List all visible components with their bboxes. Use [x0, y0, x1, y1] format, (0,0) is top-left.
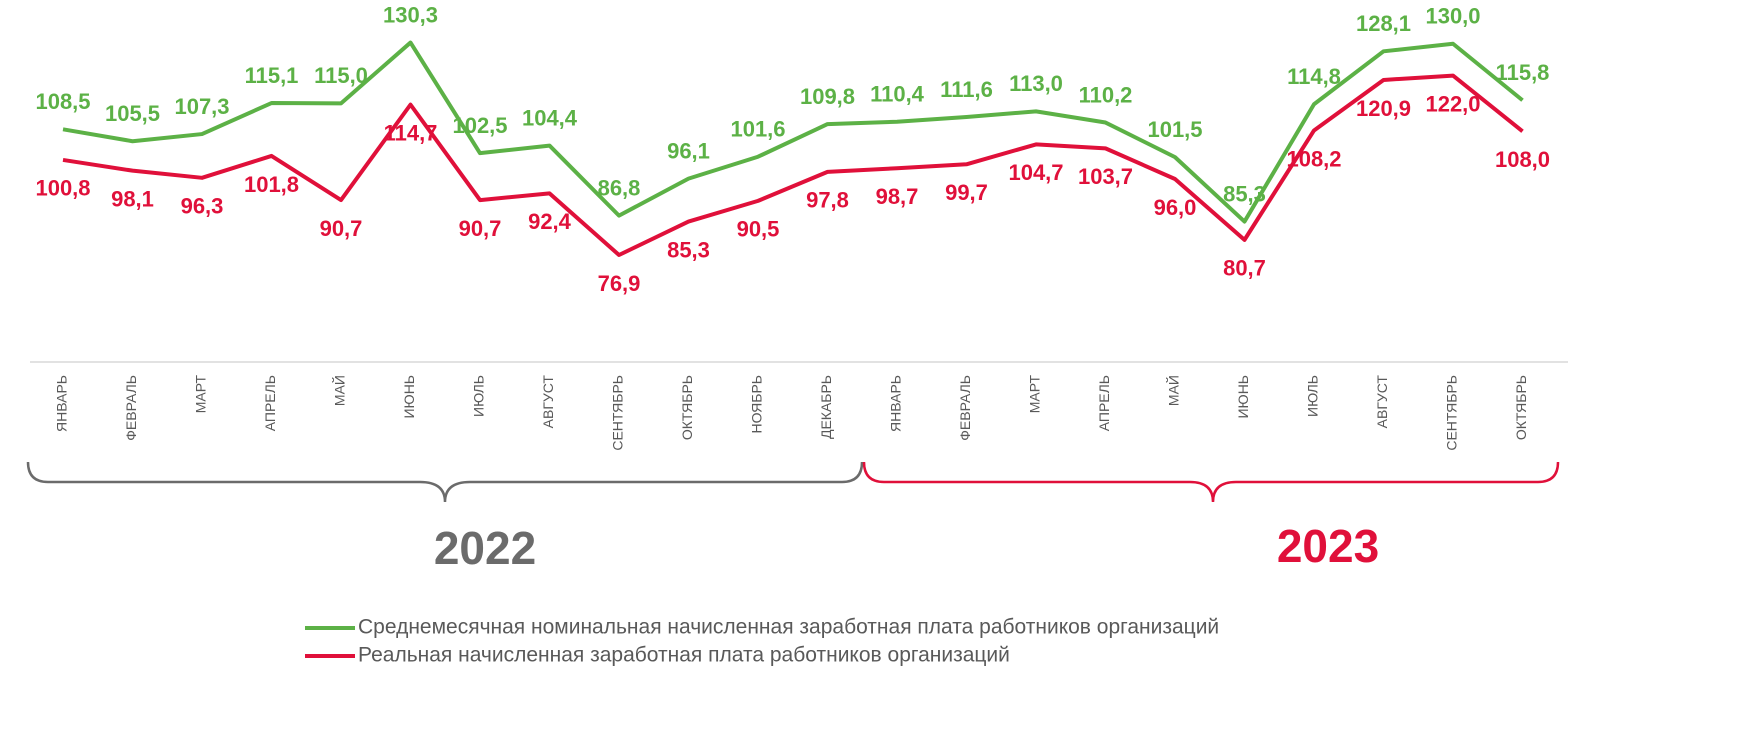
- data-label: 86,8: [598, 175, 641, 200]
- data-label: 120,9: [1356, 96, 1411, 121]
- data-label: 105,5: [105, 101, 160, 126]
- data-label: 101,6: [730, 117, 785, 142]
- data-label: 110,2: [1079, 82, 1133, 107]
- x-tick-label: АВГУСТ: [540, 375, 556, 429]
- data-label: 92,4: [528, 209, 572, 234]
- data-label: 115,0: [314, 63, 368, 88]
- data-label: 102,5: [452, 113, 507, 138]
- legend-label: Среднемесячная номинальная начисленная з…: [358, 616, 1219, 639]
- x-tick-label: МАРТ: [193, 375, 209, 414]
- data-label: 113,0: [1009, 71, 1063, 96]
- data-label: 85,3: [667, 237, 710, 262]
- data-label: 76,9: [598, 271, 641, 296]
- data-label: 114,8: [1287, 64, 1341, 89]
- x-tick-label: ИЮНЬ: [1235, 375, 1251, 419]
- data-label: 108,5: [35, 89, 90, 114]
- data-label: 109,8: [800, 84, 855, 109]
- data-label: 122,0: [1425, 91, 1480, 116]
- x-tick-label: ИЮЛЬ: [1305, 375, 1321, 417]
- x-tick-label: МАЙ: [1165, 375, 1182, 406]
- data-label: 96,3: [181, 194, 224, 219]
- data-label: 96,0: [1154, 195, 1197, 220]
- data-label: 111,6: [940, 77, 993, 102]
- data-label: 85,3: [1223, 181, 1266, 206]
- x-tick-label: ОКТЯБРЬ: [679, 375, 695, 440]
- data-label: 103,7: [1078, 164, 1133, 189]
- data-label: 130,3: [383, 2, 438, 27]
- data-label: 115,8: [1496, 60, 1550, 85]
- line: [62, 73, 1524, 257]
- x-tick-label: МАЙ: [331, 375, 348, 406]
- data-label: 97,8: [806, 188, 849, 213]
- year-label: 2022: [434, 522, 536, 574]
- x-tick-label: ИЮЛЬ: [471, 375, 487, 417]
- line: [62, 40, 1524, 224]
- data-label: 80,7: [1223, 256, 1266, 281]
- data-label: 108,2: [1286, 146, 1341, 171]
- x-tick-label: ФЕВРАЛЬ: [957, 375, 973, 441]
- data-label: 96,1: [667, 138, 710, 163]
- data-label: 115,1: [245, 63, 299, 88]
- brace-2022: [26, 461, 864, 503]
- data-label: 107,3: [174, 94, 229, 119]
- x-tick-label: АПРЕЛЬ: [262, 375, 278, 431]
- data-label: 104,4: [522, 105, 578, 130]
- year-label: 2023: [1277, 520, 1379, 572]
- x-tick-label: ФЕВРАЛЬ: [123, 375, 139, 441]
- x-tick-label: ОКТЯБРЬ: [1513, 375, 1529, 440]
- data-label: 101,8: [244, 172, 299, 197]
- legend-label: Реальная начисленная заработная плата ра…: [358, 644, 1010, 667]
- data-label: 98,7: [876, 184, 919, 209]
- data-label: 130,0: [1425, 4, 1480, 29]
- data-label: 99,7: [945, 180, 988, 205]
- data-label: 104,7: [1008, 160, 1063, 185]
- data-label: 90,7: [320, 216, 363, 241]
- x-tick-label: СЕНТЯБРЬ: [610, 375, 626, 451]
- data-label: 100,8: [35, 176, 90, 201]
- data-label: 128,1: [1356, 11, 1411, 36]
- data-label: 101,5: [1147, 117, 1202, 142]
- data-label: 108,0: [1495, 147, 1550, 172]
- x-tick-label: ЯНВАРЬ: [54, 375, 70, 432]
- x-tick-label: АВГУСТ: [1374, 375, 1390, 429]
- x-tick-label: ИЮНЬ: [401, 375, 417, 419]
- x-tick-label: НОЯБРЬ: [749, 375, 765, 434]
- x-tick-label: ДЕКАБРЬ: [818, 375, 834, 439]
- x-tick-label: МАРТ: [1027, 375, 1043, 414]
- x-tick-label: СЕНТЯБРЬ: [1444, 375, 1460, 451]
- x-tick-label: ЯНВАРЬ: [888, 375, 904, 432]
- data-label: 90,5: [737, 217, 780, 242]
- data-label: 90,7: [459, 216, 502, 241]
- data-label: 110,4: [870, 82, 925, 107]
- data-label: 98,1: [111, 186, 154, 211]
- brace-2023: [862, 461, 1560, 503]
- x-tick-label: АПРЕЛЬ: [1096, 375, 1112, 431]
- data-label: 114,7: [384, 120, 438, 145]
